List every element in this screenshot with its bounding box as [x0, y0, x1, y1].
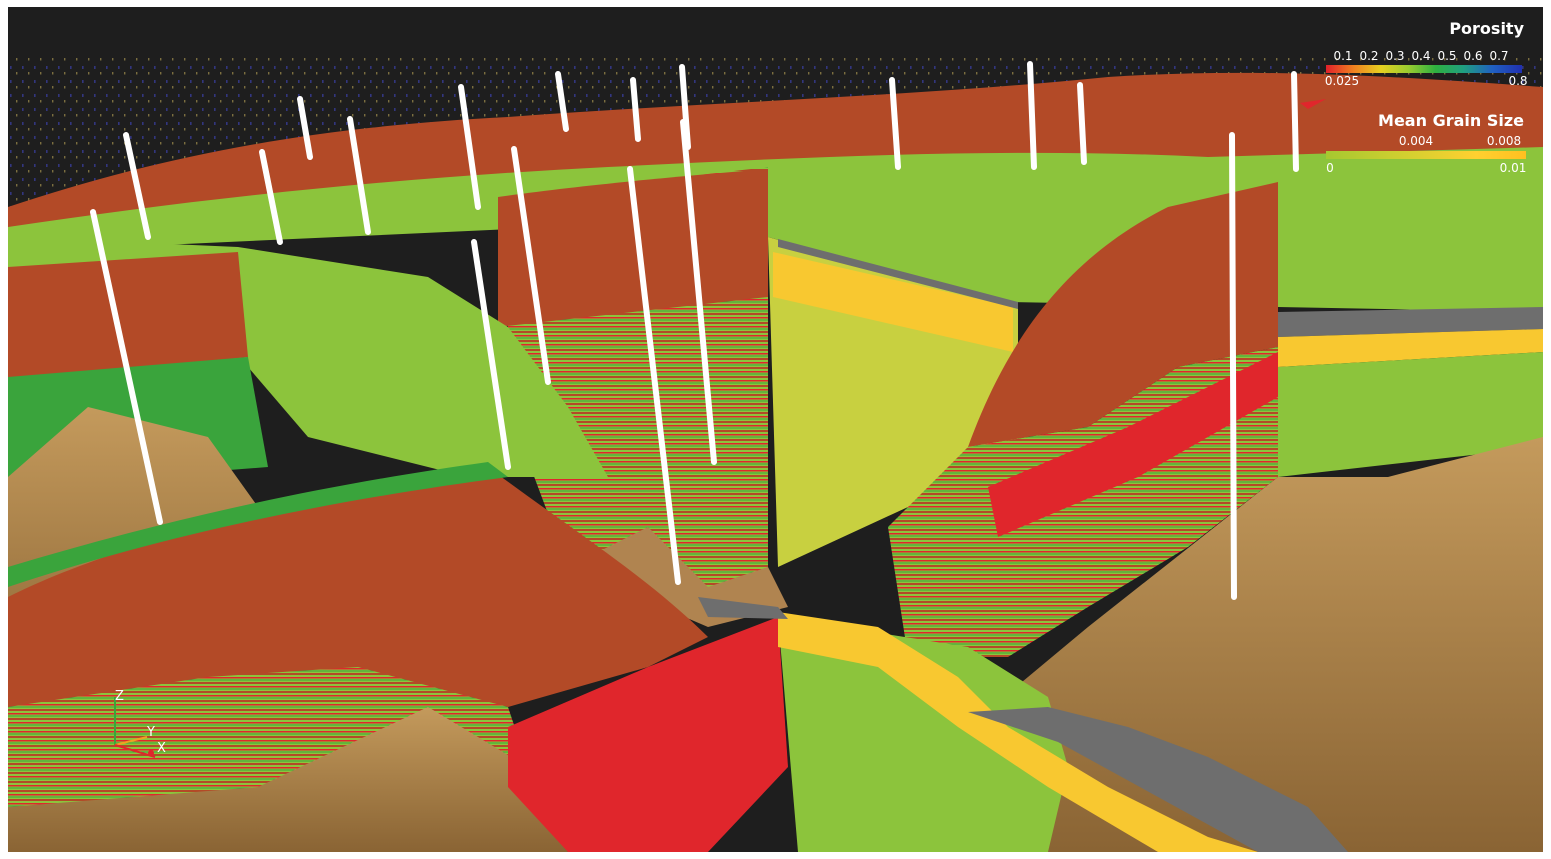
well-marker: [1300, 99, 1326, 109]
3d-viewport[interactable]: Porosity 0.1 0.2 0.3 0.4 0.5 0.6 0.7 0.0…: [8, 7, 1543, 852]
porosity-tick: 0.2: [1359, 49, 1379, 63]
porosity-tick: 0.4: [1411, 49, 1431, 63]
well[interactable]: [1077, 82, 1087, 165]
grain-size-legend: Mean Grain Size 0.004 0.008 0 0.01: [1308, 109, 1538, 184]
right-yellow-band: [1278, 329, 1543, 367]
well[interactable]: [889, 77, 901, 170]
well[interactable]: [1291, 71, 1299, 172]
well[interactable]: [555, 71, 569, 132]
foreground-red-mass: [508, 617, 788, 852]
porosity-tick: 0.6: [1463, 49, 1483, 63]
foreground-green-rim: [8, 462, 508, 587]
axes-glyph: [114, 697, 156, 758]
well[interactable]: [1027, 61, 1037, 170]
geologic-model-scene: [8, 57, 1543, 852]
well[interactable]: [297, 96, 313, 160]
porosity-color-bar: [1326, 65, 1522, 73]
porosity-max-label: 0.8: [1508, 74, 1528, 88]
foreground-grey-band: [968, 707, 1348, 852]
well[interactable]: [680, 119, 717, 465]
well[interactable]: [511, 146, 551, 385]
right-red-band: [988, 352, 1278, 537]
center-grey-notch: [698, 597, 788, 619]
left-red-block: [8, 252, 248, 382]
grain-size-legend-title: Mean Grain Size: [1378, 111, 1524, 130]
middle-yellow-band: [773, 252, 1013, 352]
well-trajectories: [90, 61, 1299, 600]
foreground-green-block: [778, 617, 1068, 852]
orientation-axes[interactable]: Z Y X: [103, 687, 183, 767]
porosity-legend: Porosity 0.1 0.2 0.3 0.4 0.5 0.6 0.7 0.0…: [1308, 17, 1538, 97]
well[interactable]: [630, 77, 641, 142]
porosity-tick: 0.1: [1333, 49, 1353, 63]
porosity-min-label: 0.025: [1324, 74, 1360, 88]
grain-size-min-label: 0: [1326, 161, 1334, 175]
well[interactable]: [259, 149, 283, 245]
foreground-red-slab: [8, 467, 708, 717]
well[interactable]: [471, 239, 511, 470]
right-green-lower: [1278, 352, 1543, 477]
porosity-tick: 0.7: [1489, 49, 1509, 63]
well[interactable]: [1229, 132, 1237, 600]
porosity-tick: 0.5: [1437, 49, 1457, 63]
grain-size-tick: 0.004: [1398, 134, 1434, 148]
grain-size-max-label: 0.01: [1499, 161, 1527, 175]
right-grey-band: [1278, 307, 1543, 337]
well[interactable]: [458, 84, 481, 210]
axis-x-label: X: [157, 741, 166, 756]
axis-y-label: Y: [147, 725, 155, 740]
well[interactable]: [90, 209, 163, 525]
grain-size-color-bar: [1326, 151, 1526, 159]
axis-z-label: Z: [115, 689, 124, 704]
well[interactable]: [627, 166, 681, 585]
porosity-legend-title: Porosity: [1449, 19, 1524, 38]
well[interactable]: [123, 132, 151, 240]
porosity-tick: 0.3: [1385, 49, 1405, 63]
foreground-yellow-band: [778, 612, 1258, 852]
terrain-foreground: [8, 707, 568, 852]
right-red-slope: [968, 182, 1278, 447]
grain-size-tick: 0.008: [1486, 134, 1522, 148]
middle-grey-stripe: [778, 239, 1018, 309]
well[interactable]: [347, 116, 371, 235]
